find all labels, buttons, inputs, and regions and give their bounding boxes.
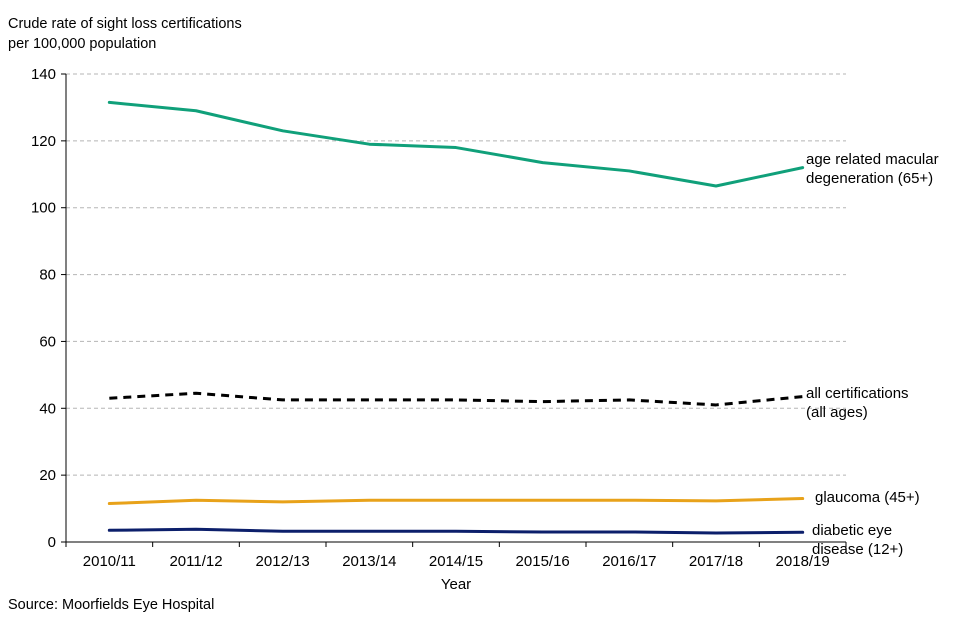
y-tick-label-40: 40: [39, 400, 56, 417]
x-tick-label-2017-18: 2017/18: [689, 553, 743, 570]
x-tick-label-2014-15: 2014/15: [429, 553, 483, 570]
y-tick-label-80: 80: [39, 267, 56, 284]
y-tick-label-0: 0: [48, 534, 56, 551]
series-line-age-related-macular-degeneration-65: [107, 100, 805, 188]
x-tick-label-2016-17: 2016/17: [602, 553, 656, 570]
y-tick-label-120: 120: [31, 133, 56, 150]
series-label-age-related-macular-degeneration-65-line-2: degeneration (65+): [806, 170, 933, 187]
series-label-glaucoma-45-line-1: glaucoma (45+): [815, 489, 920, 506]
x-tick-label-2018-19: 2018/19: [776, 553, 830, 570]
series-label-age-related-macular-degeneration-65-line-1: age related macular: [806, 151, 939, 168]
x-tick-label-2012-13: 2012/13: [256, 553, 310, 570]
source-note: Source: Moorfields Eye Hospital: [8, 597, 215, 613]
series-label-all-certifications-all-ages-line-2: (all ages): [806, 404, 868, 421]
y-axis-title-line-1: Crude rate of sight loss certifications: [8, 16, 242, 32]
x-tick-label-2013-14: 2013/14: [342, 553, 396, 570]
x-tick-label-2015-16: 2015/16: [516, 553, 570, 570]
y-tick-label-20: 20: [39, 467, 56, 484]
series-label-diabetic-eye-disease-12-line-2: disease (12+): [812, 541, 903, 558]
y-tick-label-100: 100: [31, 200, 56, 217]
y-tick-label-140: 140: [31, 66, 56, 83]
series-line-diabetic-eye-disease-12: [107, 527, 805, 535]
series-line-all-certifications-all-ages: [109, 391, 803, 407]
x-tick-label-2011-12: 2011/12: [169, 553, 222, 570]
y-tick-label-60: 60: [39, 333, 56, 350]
y-axis-title-line-2: per 100,000 population: [8, 36, 157, 52]
series-label-diabetic-eye-disease-12-line-1: diabetic eye: [812, 522, 892, 539]
series-line-glaucoma-45: [107, 497, 805, 506]
x-axis-title: Year: [441, 576, 471, 593]
series-label-all-certifications-all-ages-line-1: all certifications: [806, 385, 909, 402]
x-tick-label-2010-11: 2010/11: [83, 553, 136, 570]
